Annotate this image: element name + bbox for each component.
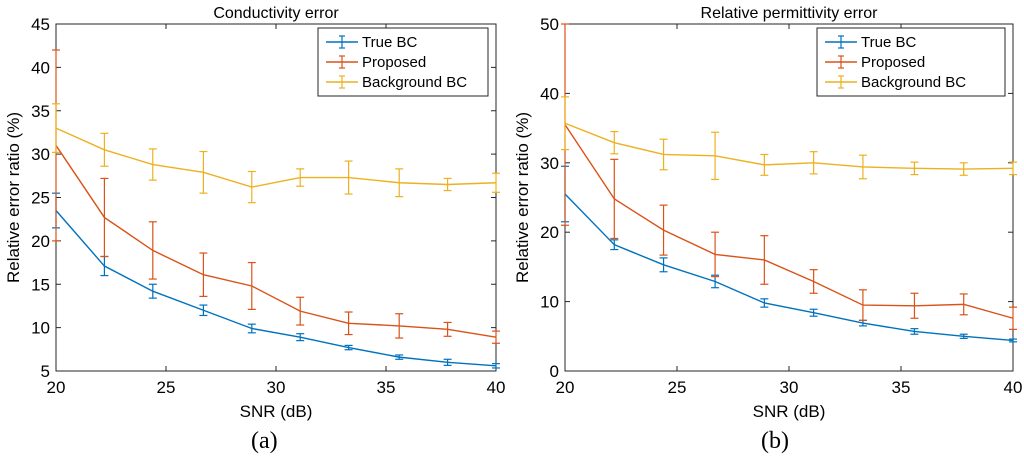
x-tick-label: 20 bbox=[556, 378, 575, 397]
legend-label: Proposed bbox=[861, 54, 925, 71]
x-axis-label: SNR (dB) bbox=[753, 402, 826, 421]
panel-label-b: (b) bbox=[761, 428, 789, 454]
y-tick-label: 45 bbox=[31, 15, 50, 34]
legend-label: Background BC bbox=[861, 74, 966, 91]
y-tick-label: 15 bbox=[31, 275, 50, 294]
x-tick-label: 25 bbox=[157, 378, 176, 397]
series-line bbox=[564, 193, 1014, 342]
y-tick-label: 40 bbox=[31, 58, 50, 77]
y-tick-label: 20 bbox=[31, 232, 50, 251]
series-line bbox=[564, 122, 1014, 170]
y-tick-label: 30 bbox=[540, 154, 559, 173]
panel-label-a: (a) bbox=[251, 428, 278, 454]
y-axis-label: Relative error ratio (%) bbox=[513, 112, 532, 283]
legend: True BC Proposed Background BC bbox=[317, 27, 489, 97]
series-line bbox=[55, 145, 497, 338]
y-tick-label: 0 bbox=[550, 362, 559, 381]
legend-label: True BC bbox=[362, 34, 417, 51]
x-tick-label: 30 bbox=[267, 378, 286, 397]
legend-box bbox=[317, 27, 489, 97]
x-tick-label: 20 bbox=[47, 378, 66, 397]
legend-item: True BC bbox=[326, 34, 417, 51]
legend-item: Background BC bbox=[326, 74, 467, 91]
chart-title: Relative permittivity error bbox=[701, 5, 879, 22]
y-tick-label: 35 bbox=[31, 102, 50, 121]
chart-title: Conductivity error bbox=[213, 5, 339, 22]
y-axis-label: Relative error ratio (%) bbox=[4, 112, 23, 283]
y-tick-label: 30 bbox=[31, 145, 50, 164]
x-tick-label: 35 bbox=[377, 378, 396, 397]
y-tick-label: 10 bbox=[31, 319, 50, 338]
series-line bbox=[55, 210, 497, 367]
series-line bbox=[564, 124, 1014, 319]
series-line bbox=[55, 127, 497, 188]
legend-label: Background BC bbox=[362, 74, 467, 91]
y-tick-label: 50 bbox=[540, 15, 559, 34]
legend-item: Proposed bbox=[825, 54, 925, 71]
x-axis-label: SNR (dB) bbox=[240, 402, 313, 421]
legend-item: Proposed bbox=[326, 54, 426, 71]
x-tick-label: 40 bbox=[1004, 378, 1023, 397]
y-tick-label: 5 bbox=[41, 362, 50, 381]
y-tick-label: 25 bbox=[31, 189, 50, 208]
chart-panel-a: 5 10 15 20 25 30 35 40 45 20 25 30 35 40 Conductivity … bbox=[4, 5, 505, 421]
x-tick-label: 35 bbox=[892, 378, 911, 397]
x-tick-label: 25 bbox=[668, 378, 687, 397]
y-tick-label: 40 bbox=[540, 84, 559, 103]
chart-panel-b: 0 10 20 30 40 50 20 25 30 35 40 Relative permittivi… bbox=[513, 5, 1022, 421]
legend-item: Background BC bbox=[825, 74, 966, 91]
series-proposed bbox=[561, 23, 1017, 330]
legend-item: True BC bbox=[825, 34, 916, 51]
series-background-bc bbox=[52, 103, 500, 204]
series-background-bc bbox=[561, 96, 1017, 181]
legend-label: True BC bbox=[861, 34, 916, 51]
x-tick-label: 30 bbox=[780, 378, 799, 397]
x-tick-label: 40 bbox=[487, 378, 506, 397]
legend-label: Proposed bbox=[362, 54, 426, 71]
y-tick-label: 20 bbox=[540, 223, 559, 242]
legend: True BC Proposed Background BC bbox=[816, 27, 1006, 97]
y-tick-label: 10 bbox=[540, 293, 559, 312]
